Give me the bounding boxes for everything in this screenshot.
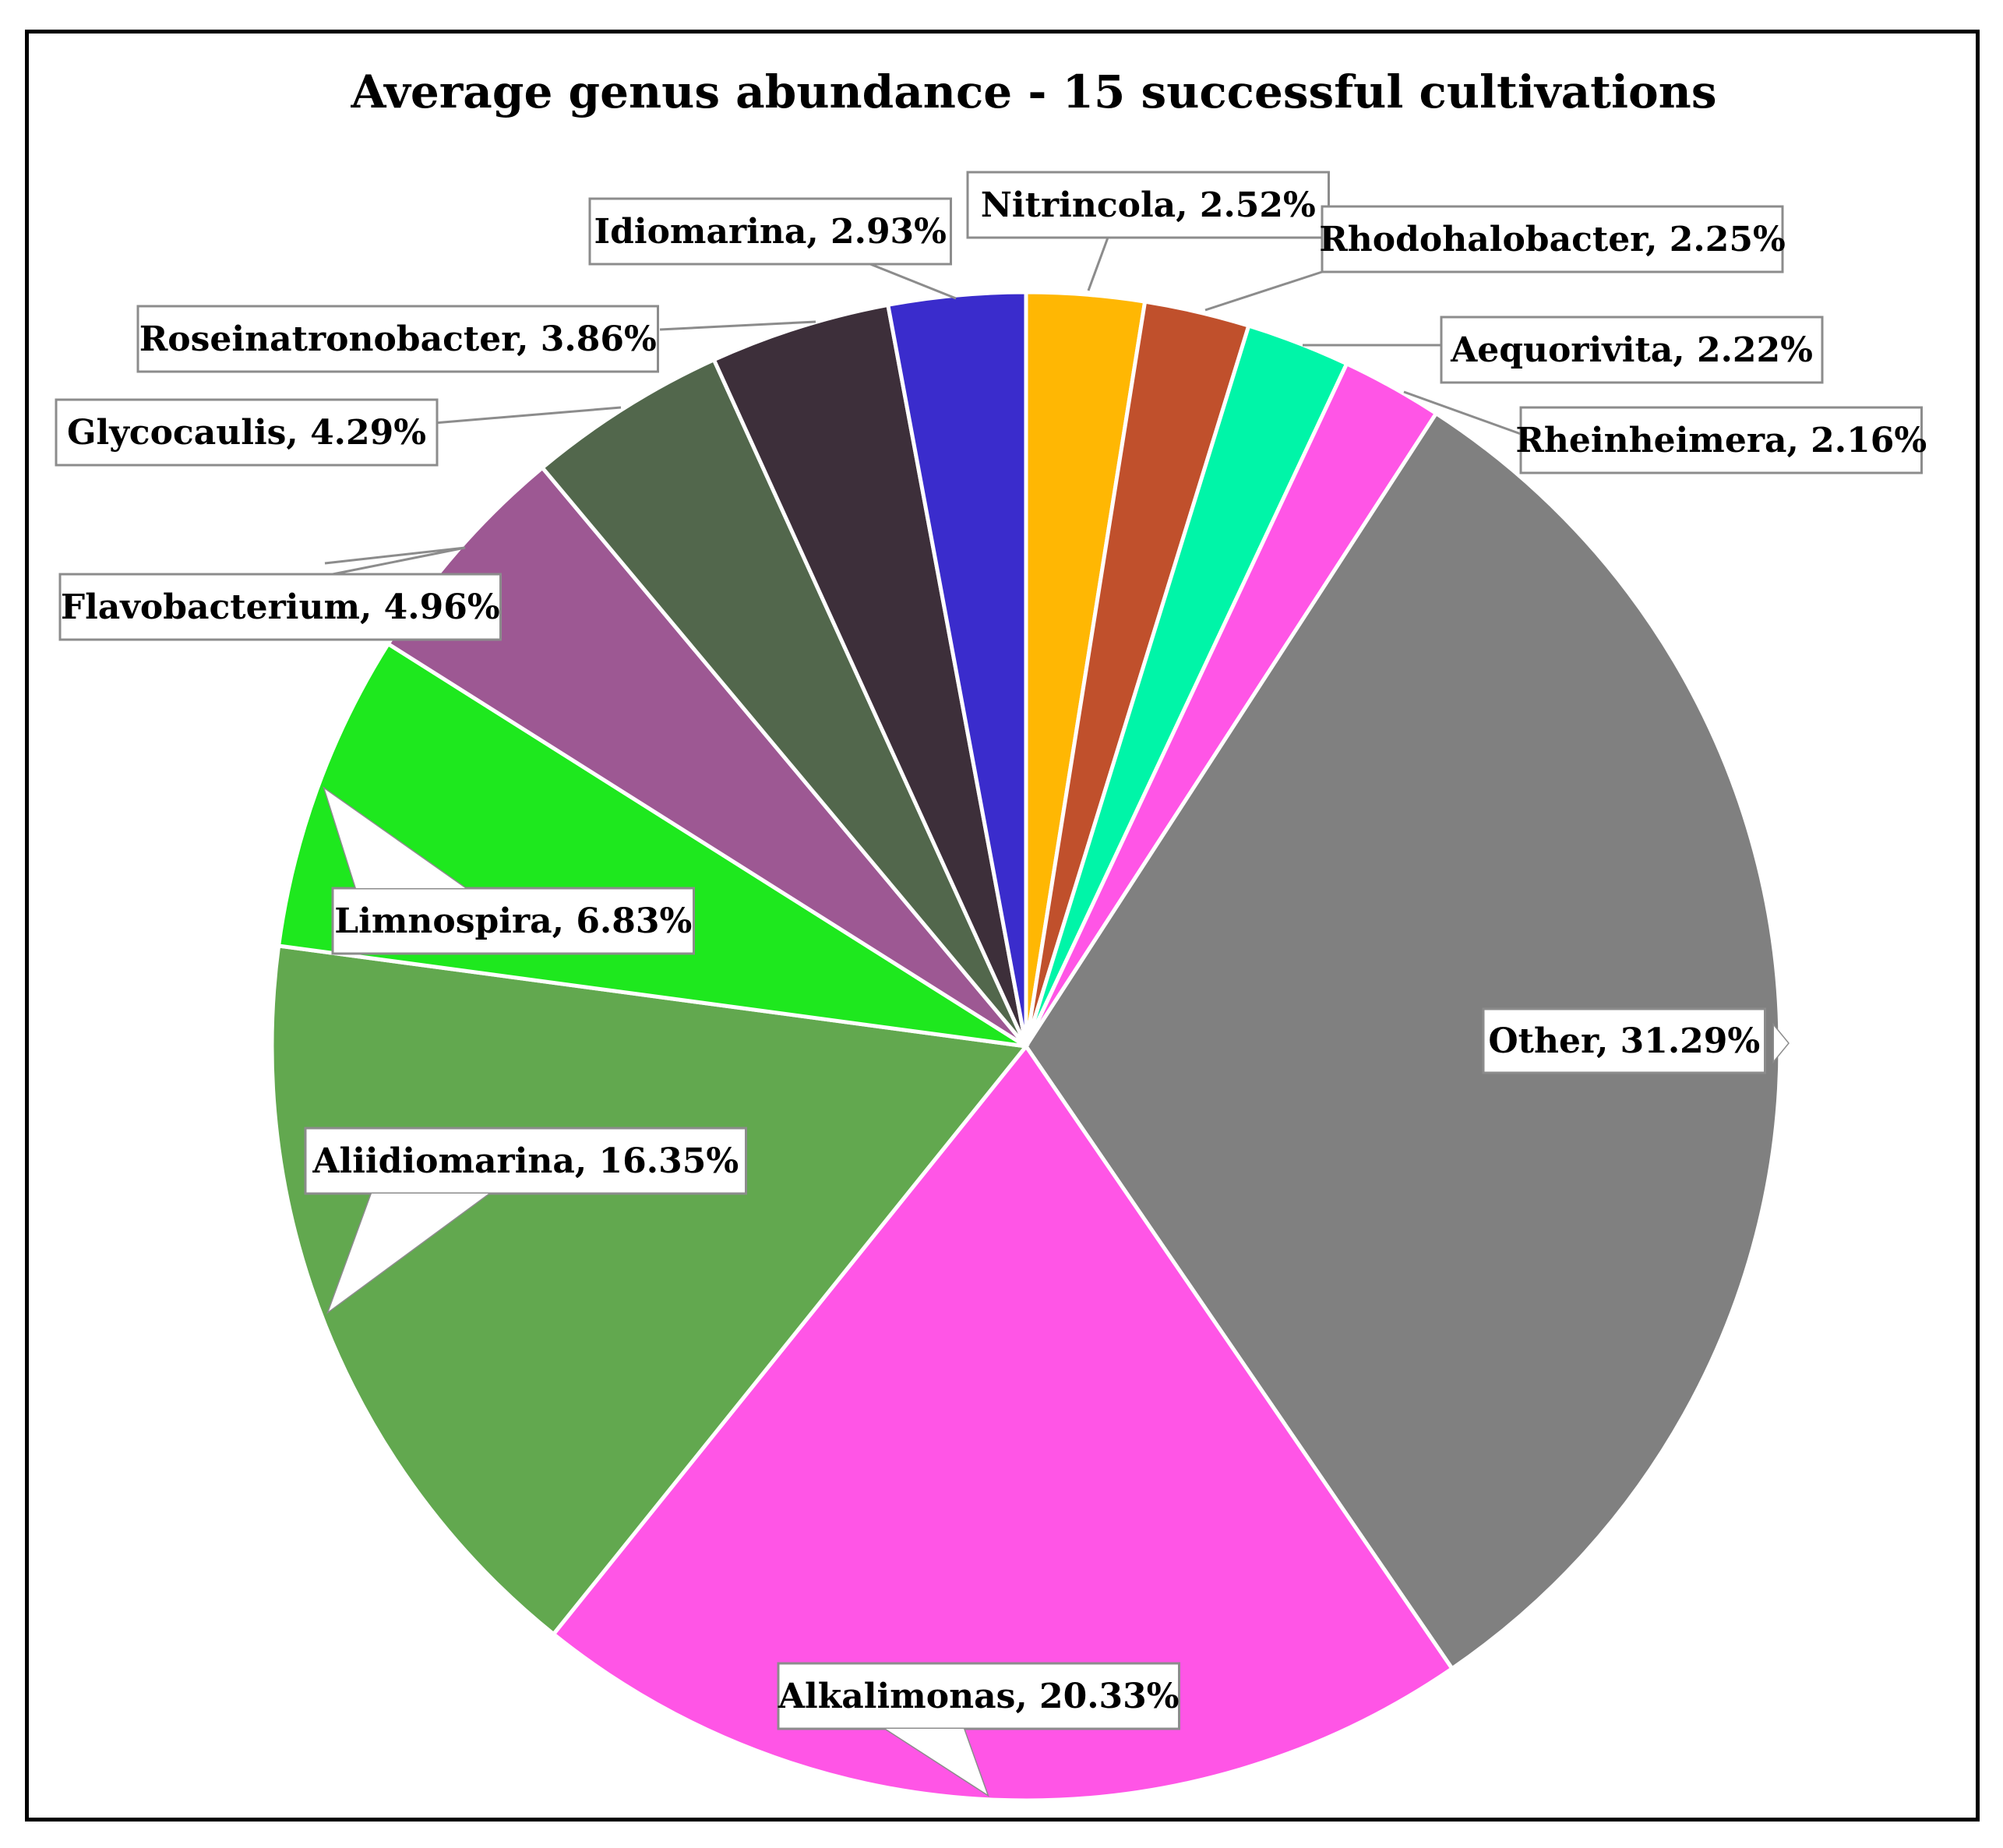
data-label-aliidiomarina: Aliidiomarina, 16.35% xyxy=(304,1127,747,1315)
callout-text: Rhodohalobacter, 2.25% xyxy=(1319,220,1786,259)
data-label-nitrincola: Nitrincola, 2.52% xyxy=(966,171,1330,291)
callout-text: Aequorivita, 2.22% xyxy=(1450,330,1813,370)
callout-text: Aliidiomarina, 16.35% xyxy=(312,1141,739,1181)
callout-box xyxy=(55,398,439,467)
callout-box xyxy=(777,1662,1180,1730)
callout-box xyxy=(136,305,659,373)
callout-box xyxy=(1440,316,1824,384)
callout-box xyxy=(58,573,502,641)
pie-slice-roseinatronobacter xyxy=(711,302,1028,1048)
callout-box xyxy=(1519,406,1923,474)
callout-text: Idiomarina, 2.93% xyxy=(594,212,947,252)
callout-box xyxy=(588,197,952,266)
data-label-rheinheimera: Rheinheimera, 2.16% xyxy=(1403,390,1927,474)
data-label-glycocaulis: Glycocaulis, 4.29% xyxy=(55,398,622,467)
data-label-flavobacterium: Flavobacterium, 4.96% xyxy=(58,546,502,641)
callout-box xyxy=(1482,1007,1766,1074)
leader-line xyxy=(324,546,466,576)
data-label-aequorivita: Aequorivita, 2.22% xyxy=(1303,316,1824,384)
leader-line xyxy=(869,263,957,300)
callout-pointer-fill xyxy=(886,1729,987,1794)
leader-line xyxy=(1204,270,1323,312)
pie-chart: Average genus abundance - 15 successful … xyxy=(55,65,1927,1803)
pie-slice-alkalimonas xyxy=(551,1042,1455,1803)
callout-box xyxy=(966,171,1330,239)
callout-pointer-fill xyxy=(325,789,465,888)
callout-text: Limnospira, 6.83% xyxy=(334,901,692,941)
callout-text: Flavobacterium, 4.96% xyxy=(61,587,500,627)
pie-slice-aliidiomarina xyxy=(270,943,1030,1637)
data-label-limnospira: Limnospira, 6.83% xyxy=(323,786,695,955)
data-label-roseinatronobacter: Roseinatronobacter, 3.86% xyxy=(136,305,816,373)
callout-text: Nitrincola, 2.52% xyxy=(981,185,1316,225)
callout-box xyxy=(304,1127,747,1195)
pie-slice-glycocaulis xyxy=(539,357,1028,1048)
data-label-idiomarina: Idiomarina, 2.93% xyxy=(588,197,957,300)
callout-text: Roseinatronobacter, 3.86% xyxy=(139,319,657,359)
leader-line xyxy=(1403,390,1522,436)
pie-slice-idiomarina xyxy=(885,290,1028,1047)
leader-line xyxy=(1087,237,1109,291)
callout-pointer-fill xyxy=(1774,1026,1788,1060)
callout-text: Other, 31.29% xyxy=(1488,1021,1760,1061)
callout-pointer-fill xyxy=(329,1194,488,1311)
callout-box xyxy=(331,887,695,955)
data-label-rhodohalobacter: Rhodohalobacter, 2.25% xyxy=(1204,205,1786,312)
callout-text: Glycocaulis, 4.29% xyxy=(67,413,426,453)
callout-text: Alkalimonas, 20.33% xyxy=(778,1677,1180,1716)
callout-text: Rheinheimera, 2.16% xyxy=(1515,421,1927,460)
data-label-other: Other, 31.29% xyxy=(1482,1007,1790,1074)
chart-frame: Average genus abundance - 15 successful … xyxy=(25,30,1980,1822)
chart-title: Average genus abundance - 15 successful … xyxy=(351,65,1717,118)
leader-line xyxy=(659,320,816,331)
callout-box xyxy=(1321,205,1784,273)
leader-line xyxy=(433,406,622,425)
data-label-alkalimonas: Alkalimonas, 20.33% xyxy=(777,1662,1180,1797)
